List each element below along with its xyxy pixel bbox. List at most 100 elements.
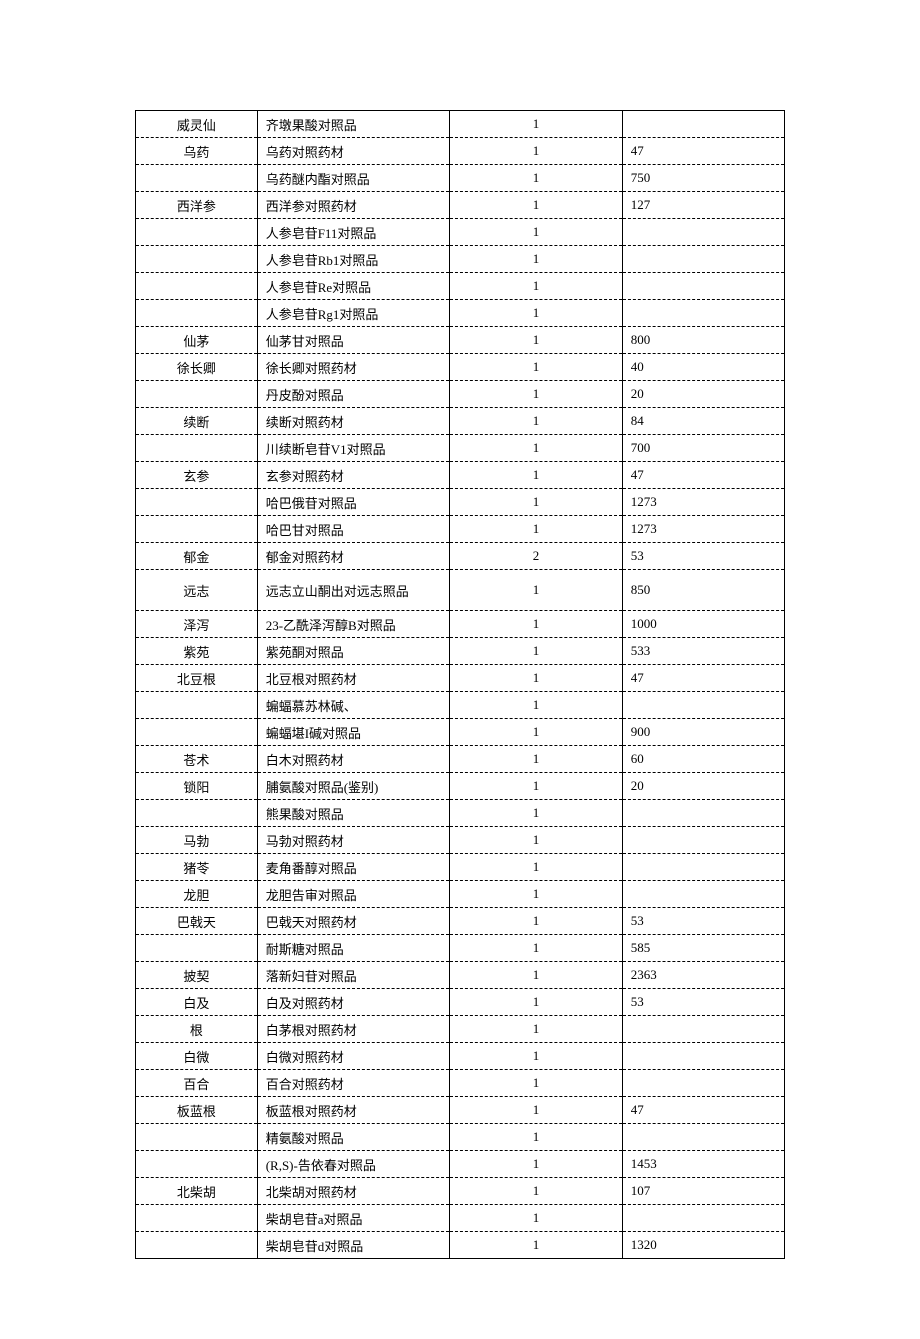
table-row: 苍术白木对照药材160 <box>136 746 785 773</box>
cell-col3 <box>622 1043 784 1070</box>
cell-col1: 北豆根对照药材 <box>257 665 450 692</box>
cell-col3 <box>622 111 784 138</box>
cell-col1: 人参皂苷Rg1对照品 <box>257 300 450 327</box>
cell-col0 <box>136 219 258 246</box>
cell-col3: 2363 <box>622 962 784 989</box>
cell-col1: 精氨酸对照品 <box>257 1124 450 1151</box>
cell-col0: 马勃 <box>136 827 258 854</box>
cell-col2: 1 <box>450 827 622 854</box>
cell-col2: 1 <box>450 192 622 219</box>
cell-col1: 西洋参对照药材 <box>257 192 450 219</box>
table-row: 蝙蝠慕苏林碱、1 <box>136 692 785 719</box>
cell-col3: 60 <box>622 746 784 773</box>
cell-col0 <box>136 246 258 273</box>
cell-col0 <box>136 381 258 408</box>
cell-col1: 乌药对照药材 <box>257 138 450 165</box>
cell-col0: 白微 <box>136 1043 258 1070</box>
cell-col3 <box>622 273 784 300</box>
cell-col0: 远志 <box>136 570 258 611</box>
cell-col1: 巴戟天对照药材 <box>257 908 450 935</box>
cell-col3 <box>622 1124 784 1151</box>
cell-col0: 根 <box>136 1016 258 1043</box>
cell-col1: 白木对照药材 <box>257 746 450 773</box>
cell-col1: 蝙蝠堪I碱对照品 <box>257 719 450 746</box>
cell-col3 <box>622 300 784 327</box>
cell-col2: 1 <box>450 462 622 489</box>
reference-materials-table: 威灵仙齐墩果酸对照品1乌药乌药对照药材147乌药醚内酯对照品1750西洋参西洋参… <box>135 110 785 1259</box>
cell-col0 <box>136 1151 258 1178</box>
cell-col3: 1320 <box>622 1232 784 1259</box>
table-row: 白及白及对照药材153 <box>136 989 785 1016</box>
cell-col0 <box>136 1205 258 1232</box>
table-row: 锁阳脯氨酸对照品(鉴别)120 <box>136 773 785 800</box>
cell-col1: 白及对照药材 <box>257 989 450 1016</box>
cell-col2: 1 <box>450 854 622 881</box>
cell-col3 <box>622 1016 784 1043</box>
cell-col2: 1 <box>450 354 622 381</box>
cell-col3: 53 <box>622 908 784 935</box>
cell-col0 <box>136 719 258 746</box>
cell-col3: 585 <box>622 935 784 962</box>
cell-col1: 续断对照药材 <box>257 408 450 435</box>
cell-col1: 哈巴俄苷对照品 <box>257 489 450 516</box>
table-row: 耐斯糖对照品1585 <box>136 935 785 962</box>
table-row: 根白茅根对照药材1 <box>136 1016 785 1043</box>
table-row: 猪苓麦角番醇对照品1 <box>136 854 785 881</box>
cell-col2: 1 <box>450 719 622 746</box>
cell-col3: 127 <box>622 192 784 219</box>
cell-col1: 人参皂苷F11对照品 <box>257 219 450 246</box>
table-row: 川续断皂苷V1对照品1700 <box>136 435 785 462</box>
cell-col1: 仙茅甘对照品 <box>257 327 450 354</box>
table-row: 威灵仙齐墩果酸对照品1 <box>136 111 785 138</box>
cell-col3 <box>622 827 784 854</box>
cell-col2: 1 <box>450 327 622 354</box>
cell-col3: 850 <box>622 570 784 611</box>
table-row: 马勃马勃对照药材1 <box>136 827 785 854</box>
cell-col3 <box>622 881 784 908</box>
cell-col1: 人参皂苷Re对照品 <box>257 273 450 300</box>
table-row: 板蓝根板蓝根对照药材147 <box>136 1097 785 1124</box>
cell-col3: 84 <box>622 408 784 435</box>
table-row: 精氨酸对照品1 <box>136 1124 785 1151</box>
cell-col1: 远志立山酮出对远志照品 <box>257 570 450 611</box>
table-row: 丹皮酚对照品120 <box>136 381 785 408</box>
cell-col2: 1 <box>450 381 622 408</box>
cell-col3: 107 <box>622 1178 784 1205</box>
cell-col0: 龙胆 <box>136 881 258 908</box>
cell-col3: 40 <box>622 354 784 381</box>
table-row: 人参皂苷Rb1对照品1 <box>136 246 785 273</box>
table-row: 巴戟天巴戟天对照药材153 <box>136 908 785 935</box>
cell-col2: 1 <box>450 165 622 192</box>
cell-col3: 20 <box>622 773 784 800</box>
cell-col2: 1 <box>450 773 622 800</box>
cell-col3: 533 <box>622 638 784 665</box>
cell-col1: 人参皂苷Rb1对照品 <box>257 246 450 273</box>
cell-col1: 乌药醚内酯对照品 <box>257 165 450 192</box>
cell-col2: 1 <box>450 300 622 327</box>
cell-col2: 1 <box>450 746 622 773</box>
cell-col3: 1453 <box>622 1151 784 1178</box>
cell-col1: 板蓝根对照药材 <box>257 1097 450 1124</box>
cell-col0: 玄参 <box>136 462 258 489</box>
cell-col2: 1 <box>450 273 622 300</box>
cell-col0: 白及 <box>136 989 258 1016</box>
cell-col3: 800 <box>622 327 784 354</box>
table-row: 仙茅仙茅甘对照品1800 <box>136 327 785 354</box>
table-row: 续断续断对照药材184 <box>136 408 785 435</box>
cell-col2: 1 <box>450 435 622 462</box>
cell-col2: 1 <box>450 408 622 435</box>
cell-col1: 北柴胡对照药材 <box>257 1178 450 1205</box>
cell-col3: 750 <box>622 165 784 192</box>
table-row: 哈巴俄苷对照品11273 <box>136 489 785 516</box>
cell-col2: 1 <box>450 1097 622 1124</box>
table-row: 百合百合对照药材1 <box>136 1070 785 1097</box>
cell-col3: 1273 <box>622 489 784 516</box>
cell-col3 <box>622 854 784 881</box>
cell-col3 <box>622 1205 784 1232</box>
cell-col2: 1 <box>450 1232 622 1259</box>
cell-col1: 脯氨酸对照品(鉴别) <box>257 773 450 800</box>
cell-col0: 泽泻 <box>136 611 258 638</box>
table-row: 远志远志立山酮出对远志照品1850 <box>136 570 785 611</box>
table-row: 柴胡皂苷d对照品11320 <box>136 1232 785 1259</box>
cell-col1: 落新妇苷对照品 <box>257 962 450 989</box>
